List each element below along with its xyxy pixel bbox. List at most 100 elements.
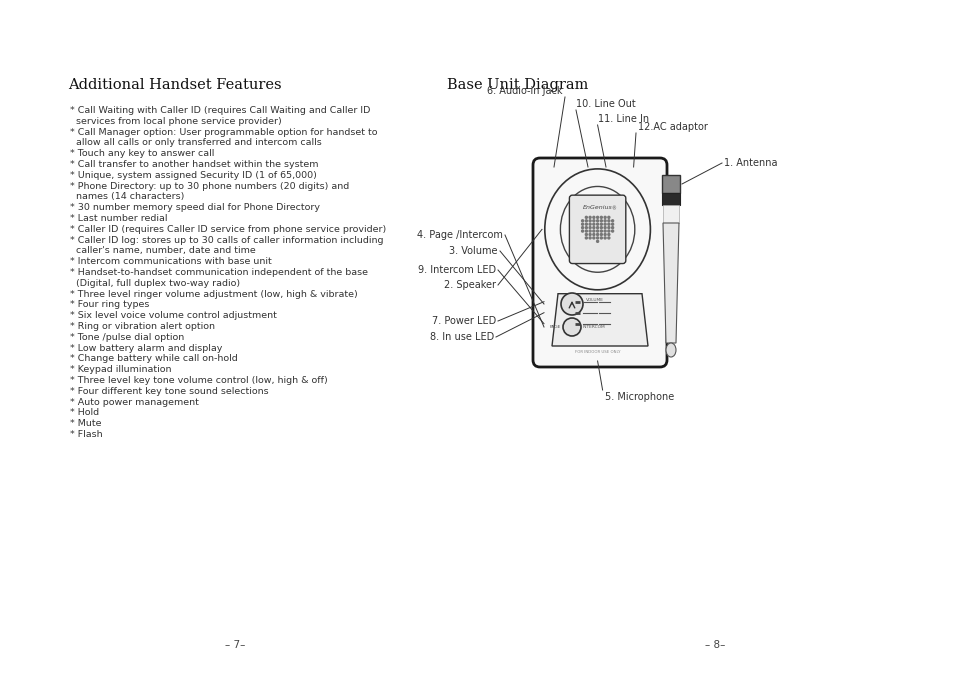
Circle shape bbox=[607, 230, 609, 232]
Circle shape bbox=[603, 230, 605, 232]
Text: 3. Volume: 3. Volume bbox=[449, 246, 497, 256]
Circle shape bbox=[607, 217, 609, 218]
Text: 7. Power LED: 7. Power LED bbox=[432, 316, 496, 326]
Circle shape bbox=[596, 234, 598, 236]
Text: * Call Manager option: User programmable option for handset to: * Call Manager option: User programmable… bbox=[70, 128, 377, 136]
Text: allow all calls or only transferred and intercom calls: allow all calls or only transferred and … bbox=[70, 138, 321, 147]
Circle shape bbox=[589, 230, 591, 232]
Text: INTERCOM: INTERCOM bbox=[582, 325, 605, 329]
Circle shape bbox=[581, 220, 583, 222]
Text: 2. Speaker: 2. Speaker bbox=[443, 280, 496, 290]
Text: Additional Handset Features: Additional Handset Features bbox=[68, 78, 281, 92]
Circle shape bbox=[585, 223, 587, 225]
Circle shape bbox=[607, 237, 609, 239]
Text: * Last number redial: * Last number redial bbox=[70, 214, 168, 223]
Text: * Call transfer to another handset within the system: * Call transfer to another handset withi… bbox=[70, 160, 318, 169]
Circle shape bbox=[596, 217, 598, 218]
Circle shape bbox=[607, 220, 609, 222]
Text: FOR INDOOR USE ONLY: FOR INDOOR USE ONLY bbox=[575, 350, 619, 354]
Text: * Six level voice volume control adjustment: * Six level voice volume control adjustm… bbox=[70, 311, 276, 320]
FancyBboxPatch shape bbox=[569, 195, 625, 263]
Circle shape bbox=[585, 220, 587, 222]
Text: – 7–: – 7– bbox=[225, 640, 245, 650]
Text: * Four different key tone sound selections: * Four different key tone sound selectio… bbox=[70, 387, 269, 396]
Text: * Three level key tone volume control (low, high & off): * Three level key tone volume control (l… bbox=[70, 376, 328, 385]
Circle shape bbox=[611, 230, 613, 232]
Text: * Phone Directory: up to 30 phone numbers (20 digits) and: * Phone Directory: up to 30 phone number… bbox=[70, 182, 349, 190]
Bar bbox=[661, 175, 679, 193]
Text: 9. Intercom LED: 9. Intercom LED bbox=[417, 265, 496, 275]
Text: ®: ® bbox=[611, 207, 616, 212]
Polygon shape bbox=[662, 223, 679, 343]
Circle shape bbox=[603, 237, 605, 239]
Circle shape bbox=[585, 227, 587, 229]
Circle shape bbox=[592, 217, 595, 218]
Text: * Caller ID (requires Caller ID service from phone service provider): * Caller ID (requires Caller ID service … bbox=[70, 225, 386, 234]
Circle shape bbox=[592, 220, 595, 222]
Text: * Keypad illumination: * Keypad illumination bbox=[70, 365, 172, 374]
Text: * Touch any key to answer call: * Touch any key to answer call bbox=[70, 149, 214, 158]
Circle shape bbox=[603, 234, 605, 236]
Circle shape bbox=[592, 230, 595, 232]
Text: EnGenius: EnGenius bbox=[582, 205, 612, 210]
Bar bbox=[661, 193, 679, 205]
Text: Base Unit Diagram: Base Unit Diagram bbox=[447, 78, 588, 92]
Text: – 8–: – 8– bbox=[704, 640, 724, 650]
Circle shape bbox=[589, 223, 591, 225]
Circle shape bbox=[599, 217, 601, 218]
Text: * Change battery while call on-hold: * Change battery while call on-hold bbox=[70, 354, 237, 363]
Circle shape bbox=[603, 217, 605, 218]
Circle shape bbox=[596, 237, 598, 239]
Circle shape bbox=[596, 240, 598, 242]
Text: caller's name, number, date and time: caller's name, number, date and time bbox=[70, 246, 255, 255]
Circle shape bbox=[589, 220, 591, 222]
Circle shape bbox=[581, 223, 583, 225]
Circle shape bbox=[589, 217, 591, 218]
Text: * Tone /pulse dial option: * Tone /pulse dial option bbox=[70, 333, 184, 342]
Text: PAGE: PAGE bbox=[549, 325, 560, 329]
Text: 5. Microphone: 5. Microphone bbox=[604, 392, 673, 402]
Text: 4. Page /Intercom: 4. Page /Intercom bbox=[416, 230, 502, 240]
Text: 10. Line Out: 10. Line Out bbox=[576, 99, 635, 109]
Circle shape bbox=[560, 293, 582, 315]
Circle shape bbox=[585, 217, 587, 218]
Circle shape bbox=[589, 237, 591, 239]
Polygon shape bbox=[552, 294, 647, 346]
Text: * 30 number memory speed dial for Phone Directory: * 30 number memory speed dial for Phone … bbox=[70, 203, 319, 212]
Text: 12.AC adaptor: 12.AC adaptor bbox=[638, 122, 707, 132]
Circle shape bbox=[585, 234, 587, 236]
Text: names (14 characters): names (14 characters) bbox=[70, 192, 184, 201]
Circle shape bbox=[596, 227, 598, 229]
Circle shape bbox=[599, 220, 601, 222]
Circle shape bbox=[611, 223, 613, 225]
Text: 8. In use LED: 8. In use LED bbox=[429, 332, 494, 342]
Circle shape bbox=[592, 223, 595, 225]
Text: * Ring or vibration alert option: * Ring or vibration alert option bbox=[70, 322, 214, 331]
FancyBboxPatch shape bbox=[533, 158, 666, 367]
Circle shape bbox=[592, 237, 595, 239]
Text: VOLUME: VOLUME bbox=[585, 298, 603, 302]
Text: * Handset-to-handset communication independent of the base: * Handset-to-handset communication indep… bbox=[70, 268, 368, 277]
Text: * Hold: * Hold bbox=[70, 408, 99, 417]
Circle shape bbox=[581, 230, 583, 232]
Text: * Flash: * Flash bbox=[70, 430, 103, 439]
Bar bbox=[662, 205, 679, 223]
Circle shape bbox=[599, 227, 601, 229]
Circle shape bbox=[599, 234, 601, 236]
Circle shape bbox=[599, 237, 601, 239]
Circle shape bbox=[585, 230, 587, 232]
Text: * Four ring types: * Four ring types bbox=[70, 300, 150, 309]
Text: * Caller ID log: stores up to 30 calls of caller information including: * Caller ID log: stores up to 30 calls o… bbox=[70, 236, 383, 244]
Text: 1. Antenna: 1. Antenna bbox=[723, 158, 777, 168]
Text: * Three level ringer volume adjustment (low, high & vibrate): * Three level ringer volume adjustment (… bbox=[70, 290, 357, 298]
Circle shape bbox=[596, 230, 598, 232]
Circle shape bbox=[603, 220, 605, 222]
Circle shape bbox=[562, 318, 580, 336]
Circle shape bbox=[611, 227, 613, 229]
Ellipse shape bbox=[665, 343, 676, 357]
Text: services from local phone service provider): services from local phone service provid… bbox=[70, 117, 281, 126]
Text: * Auto power management: * Auto power management bbox=[70, 398, 198, 406]
Circle shape bbox=[603, 227, 605, 229]
Text: * Low battery alarm and display: * Low battery alarm and display bbox=[70, 344, 222, 352]
Circle shape bbox=[596, 223, 598, 225]
